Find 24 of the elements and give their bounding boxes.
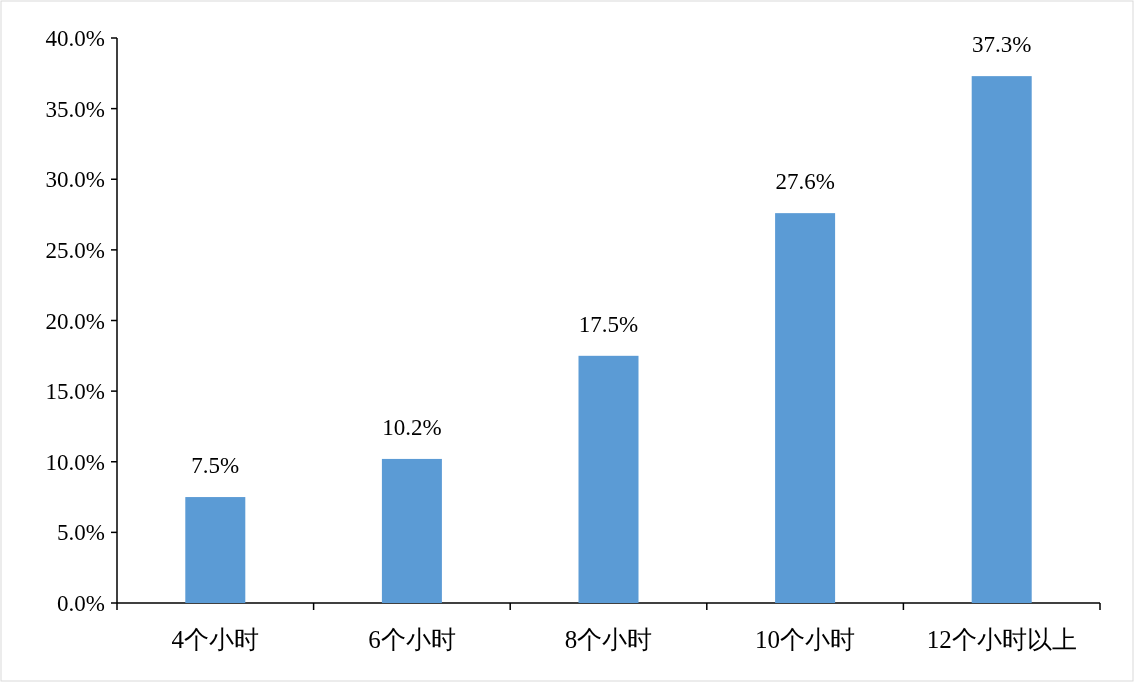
bar: [971, 76, 1032, 603]
bar: [185, 497, 246, 603]
data-label: 27.6%: [775, 169, 835, 195]
data-label: 7.5%: [191, 453, 240, 479]
y-tick-label: 20.0%: [45, 308, 105, 334]
x-tick-label: 12个小时以上: [926, 626, 1077, 653]
y-tick-label: 0.0%: [57, 591, 105, 616]
y-tick-label: 10.0%: [45, 449, 105, 475]
x-tick-label: 8个小时: [564, 626, 653, 653]
bar: [775, 213, 836, 603]
data-label: 37.3%: [971, 32, 1032, 58]
y-tick-label: 30.0%: [45, 167, 105, 193]
y-tick-label: 25.0%: [45, 237, 105, 263]
x-tick-label: 6个小时: [368, 626, 456, 653]
x-tick-label: 10个小时: [755, 626, 856, 653]
y-tick-label: 5.0%: [57, 520, 105, 546]
bar: [578, 355, 639, 603]
y-tick-label: 35.0%: [45, 96, 105, 122]
y-tick-label: 40.0%: [45, 26, 105, 51]
x-tick-label: 4个小时: [171, 626, 260, 653]
data-label: 10.2%: [382, 414, 442, 440]
data-label: 17.5%: [578, 311, 639, 337]
y-tick-label: 15.0%: [45, 379, 105, 405]
bar: [381, 458, 442, 603]
